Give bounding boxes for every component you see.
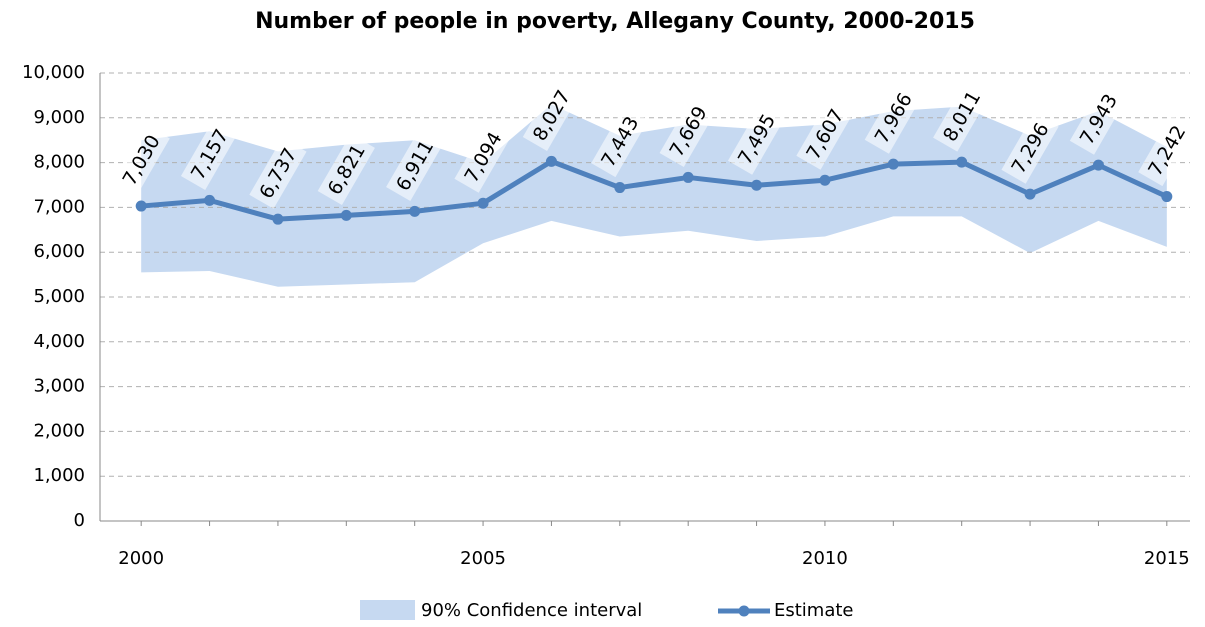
data-label-box — [522, 79, 581, 151]
data-label-box — [591, 105, 649, 178]
data-label-box — [454, 121, 512, 193]
estimate-marker — [272, 213, 284, 225]
confidence-band — [141, 104, 1167, 287]
data-label-box — [659, 95, 717, 168]
data-label-box — [864, 82, 922, 154]
estimate-marker — [751, 179, 763, 191]
y-tick-label: 0 — [74, 510, 85, 531]
estimate-marker — [477, 197, 489, 209]
estimate-marker — [340, 209, 352, 221]
y-tick-label: 9,000 — [33, 107, 85, 128]
legend-label: Estimate — [774, 600, 854, 621]
data-label-box — [317, 133, 375, 205]
legend-marker — [738, 605, 750, 617]
y-tick-label: 4,000 — [33, 331, 85, 352]
chart-title: Number of people in poverty, Allegany Co… — [255, 9, 975, 34]
estimate-marker — [819, 174, 831, 186]
estimate-marker — [204, 194, 216, 206]
y-tick-label: 5,000 — [33, 286, 85, 307]
estimate-marker — [1092, 159, 1104, 171]
y-tick-label: 3,000 — [33, 376, 85, 397]
data-label-box — [112, 124, 170, 196]
estimate-marker — [135, 200, 147, 212]
data-label-box — [933, 80, 991, 152]
x-tick-label: 2010 — [802, 548, 848, 569]
y-tick-label: 8,000 — [33, 152, 85, 173]
data-label-group: 7,669 — [659, 95, 717, 168]
y-tick-label: 10,000 — [22, 62, 85, 83]
y-tick-label: 7,000 — [33, 196, 85, 217]
legend-label: 90% Confidence interval — [421, 600, 642, 621]
estimate-marker — [614, 182, 626, 194]
estimate-marker — [545, 155, 557, 167]
estimate-line — [140, 158, 1168, 222]
y-tick-label: 6,000 — [33, 241, 85, 262]
estimate-marker — [887, 158, 899, 170]
x-tick-label: 2000 — [118, 548, 164, 569]
y-tick-label: 1,000 — [33, 465, 85, 486]
data-label-box — [727, 103, 786, 175]
estimate-marker — [956, 156, 968, 168]
estimate-marker — [1161, 191, 1173, 203]
estimate-marker — [682, 171, 694, 183]
legend-swatch — [360, 600, 415, 620]
data-label-box — [1138, 114, 1196, 187]
data-label-box — [249, 137, 307, 209]
estimate-marker — [409, 205, 421, 217]
data-label-group: 7,966 — [864, 82, 922, 154]
data-label-box — [1001, 112, 1059, 184]
estimate-marker — [1024, 188, 1036, 200]
data-label-box — [1069, 83, 1128, 155]
x-tick-label: 2015 — [1144, 548, 1190, 569]
y-tick-label: 2,000 — [33, 420, 85, 441]
data-label-box — [386, 129, 444, 201]
data-label-box — [180, 118, 239, 190]
data-label-box — [796, 98, 854, 170]
x-tick-label: 2005 — [460, 548, 506, 569]
